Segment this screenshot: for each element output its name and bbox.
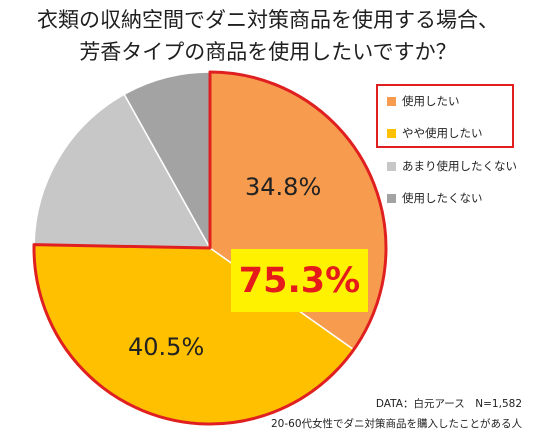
legend-label-somewhat-use: やや使用したい <box>402 126 483 140</box>
legend-highlight-box <box>376 84 514 148</box>
legend-swatch-not-use <box>387 193 396 203</box>
title-line-2: 芳香タイプの商品を使用したいですか？ <box>79 40 457 64</box>
legend-item-not-use: 使用したくない <box>387 190 483 206</box>
pie-slice-not-use <box>123 71 211 251</box>
chart-title: 衣類の収納空間でダニ対策商品を使用する場合、 芳香タイプの商品を使用したいですか… <box>0 4 536 68</box>
highlight-total-badge: 75.3% <box>231 249 368 312</box>
legend-label-use: 使用したい <box>402 94 460 108</box>
legend-swatch-rather-not <box>387 161 396 171</box>
data-source: DATA：白元アース N=1,582 <box>375 398 522 410</box>
slice-label-somewhat-use: 40.5% <box>128 333 205 361</box>
legend-item-use: 使用したい <box>387 93 460 109</box>
respondent-note: 20-60代女性でダニ対策商品を購入したことがある人 <box>270 418 522 430</box>
legend-label-rather-not: あまり使用したくない <box>402 159 517 173</box>
pie-slice-rather-not <box>33 93 212 249</box>
legend-item-somewhat-use: やや使用したい <box>387 125 483 141</box>
legend-label-not-use: 使用したくない <box>402 191 483 205</box>
highlight-outline <box>32 70 388 426</box>
legend-swatch-somewhat-use <box>387 128 396 138</box>
legend-swatch-use <box>387 96 396 106</box>
title-line-1: 衣類の収納空間でダニ対策商品を使用する場合、 <box>37 8 499 32</box>
slice-label-use: 34.8% <box>245 173 322 201</box>
legend-item-rather-not: あまり使用したくない <box>387 158 517 174</box>
